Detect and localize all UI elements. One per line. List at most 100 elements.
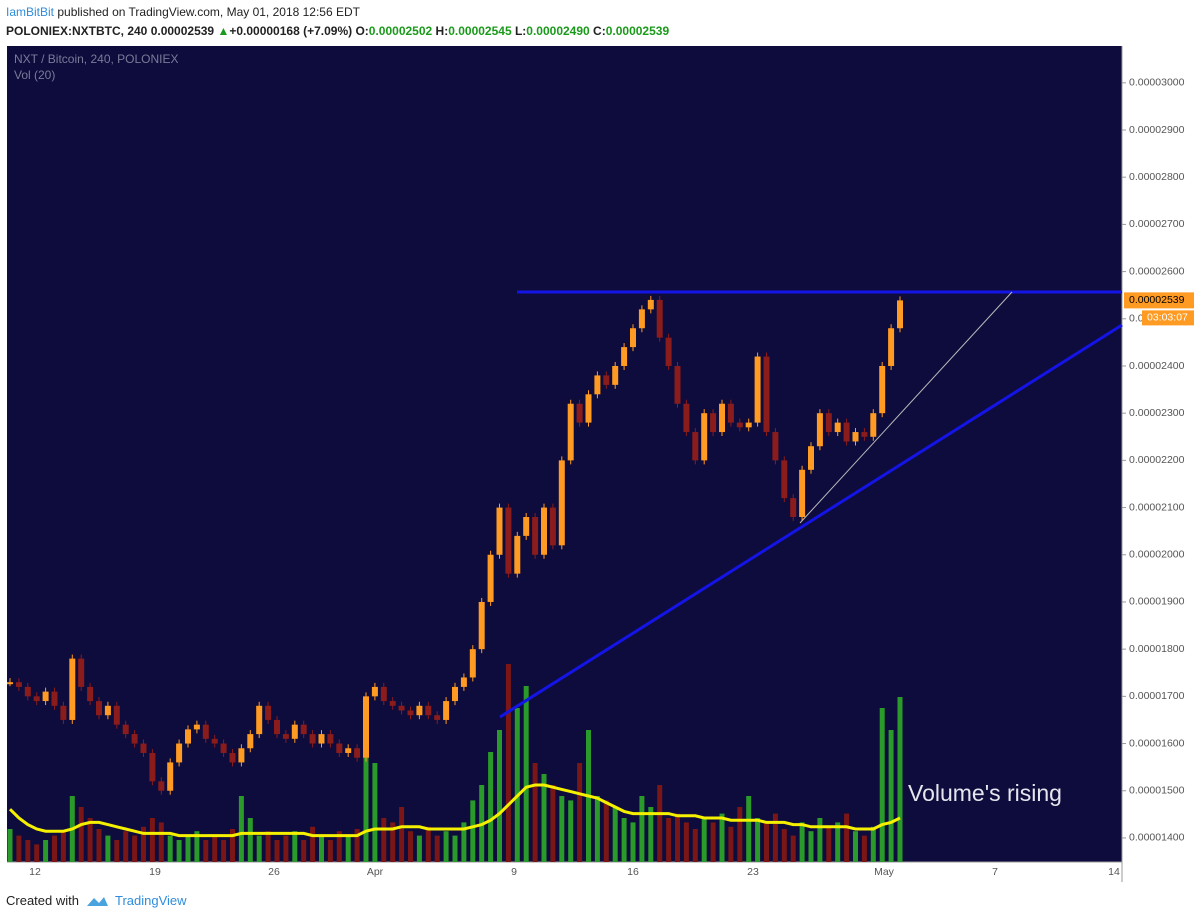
candle	[274, 719, 280, 735]
candle	[309, 734, 316, 744]
x-tick-label: 14	[1108, 866, 1120, 878]
candle	[612, 365, 619, 385]
open-label: O:	[355, 24, 369, 38]
candle	[843, 422, 850, 442]
candle	[505, 507, 512, 574]
candle	[96, 701, 102, 716]
created-with: Created with	[6, 893, 79, 908]
y-tick-label: 0.00002100	[1129, 501, 1185, 513]
volume-bar	[452, 835, 458, 862]
candle	[42, 691, 49, 702]
x-tick-label: 26	[268, 866, 280, 878]
candle	[701, 413, 708, 461]
volume-bar	[283, 835, 289, 862]
candle	[345, 748, 352, 753]
volume-bar	[523, 686, 529, 862]
candle	[745, 422, 752, 428]
volume-bar	[755, 818, 761, 862]
volume-bar	[683, 822, 689, 862]
y-tick-label: 0.00002800	[1129, 171, 1185, 183]
trend-line	[799, 291, 1013, 524]
volume-bar	[666, 818, 672, 862]
header-line: IamBitBit published on TradingView.com, …	[6, 3, 669, 22]
candle	[799, 469, 806, 518]
high-label: H:	[435, 24, 449, 38]
candle	[363, 696, 369, 758]
volume-bar	[176, 840, 182, 862]
candle	[389, 701, 396, 706]
candle	[398, 705, 405, 711]
y-tick-label: 0.00002300	[1129, 407, 1185, 419]
candle	[558, 460, 565, 546]
countdown-tag	[1142, 310, 1194, 326]
candle	[24, 686, 31, 697]
candle	[256, 705, 263, 735]
candle	[683, 403, 690, 433]
candle	[790, 498, 797, 518]
y-tick-label: 0.00001900	[1129, 596, 1185, 608]
candle	[861, 432, 868, 437]
volume-bar	[123, 831, 129, 862]
y-tick-label: 0.00001600	[1129, 737, 1185, 749]
volume-bar	[603, 800, 609, 862]
candle	[549, 507, 556, 546]
volume-bar	[34, 844, 40, 862]
volume-bar	[621, 818, 627, 862]
volume-bar	[336, 831, 342, 862]
volume-bar	[372, 763, 378, 862]
volume-bar	[230, 829, 235, 862]
candle	[772, 432, 779, 461]
change: +0.00000168 (+7.09%)	[229, 24, 353, 38]
candle	[879, 365, 886, 414]
volume-bar	[719, 813, 725, 862]
candle	[541, 507, 547, 555]
y-tick-label: 0.00001700	[1129, 690, 1185, 702]
candle	[327, 734, 334, 744]
volume-bar	[25, 840, 31, 862]
candle	[452, 686, 458, 702]
symbol: POLONIEX:NXTBTC, 240	[6, 24, 148, 38]
brand[interactable]: TradingView	[114, 893, 187, 908]
y-tick-label: 0.00002600	[1129, 265, 1185, 277]
y-tick-label: 0.00002700	[1129, 218, 1185, 230]
candle	[478, 601, 485, 650]
volume-bar	[879, 708, 885, 862]
candle	[532, 517, 539, 555]
candle	[229, 752, 236, 763]
candle	[354, 748, 361, 758]
candle	[247, 734, 254, 749]
volume-bar	[274, 840, 280, 862]
countdown: 03:03:07	[1147, 312, 1188, 324]
candle	[176, 743, 183, 763]
volume-bar	[354, 829, 360, 862]
annotation: Volume's rising	[908, 780, 1062, 806]
y-tick-label: 0.00002000	[1129, 549, 1185, 561]
candle	[416, 705, 423, 716]
volume-bar	[43, 840, 49, 862]
volume-bar	[639, 796, 645, 862]
volume-bar	[212, 835, 218, 862]
volume-label: Vol (20)	[14, 68, 55, 82]
candle	[594, 375, 601, 395]
candle	[291, 724, 298, 739]
candle	[870, 413, 877, 437]
candle	[51, 691, 58, 706]
volume-bar	[256, 835, 262, 862]
volume-bar	[594, 796, 600, 862]
candle	[514, 535, 521, 574]
arrow: ▲	[217, 24, 230, 38]
candle	[7, 682, 13, 685]
candle	[336, 743, 343, 753]
x-tick-label: Apr	[367, 866, 384, 878]
last-price: 0.00002539	[1129, 294, 1185, 306]
volume-bar	[319, 835, 324, 862]
candle	[736, 422, 743, 428]
candle	[576, 403, 583, 423]
candle	[487, 554, 494, 602]
candle	[727, 403, 734, 423]
volume-bar	[434, 835, 440, 862]
candle	[834, 422, 841, 433]
volume-bar	[897, 697, 903, 862]
author[interactable]: IamBitBit	[6, 5, 55, 19]
volume-bar	[363, 741, 369, 862]
